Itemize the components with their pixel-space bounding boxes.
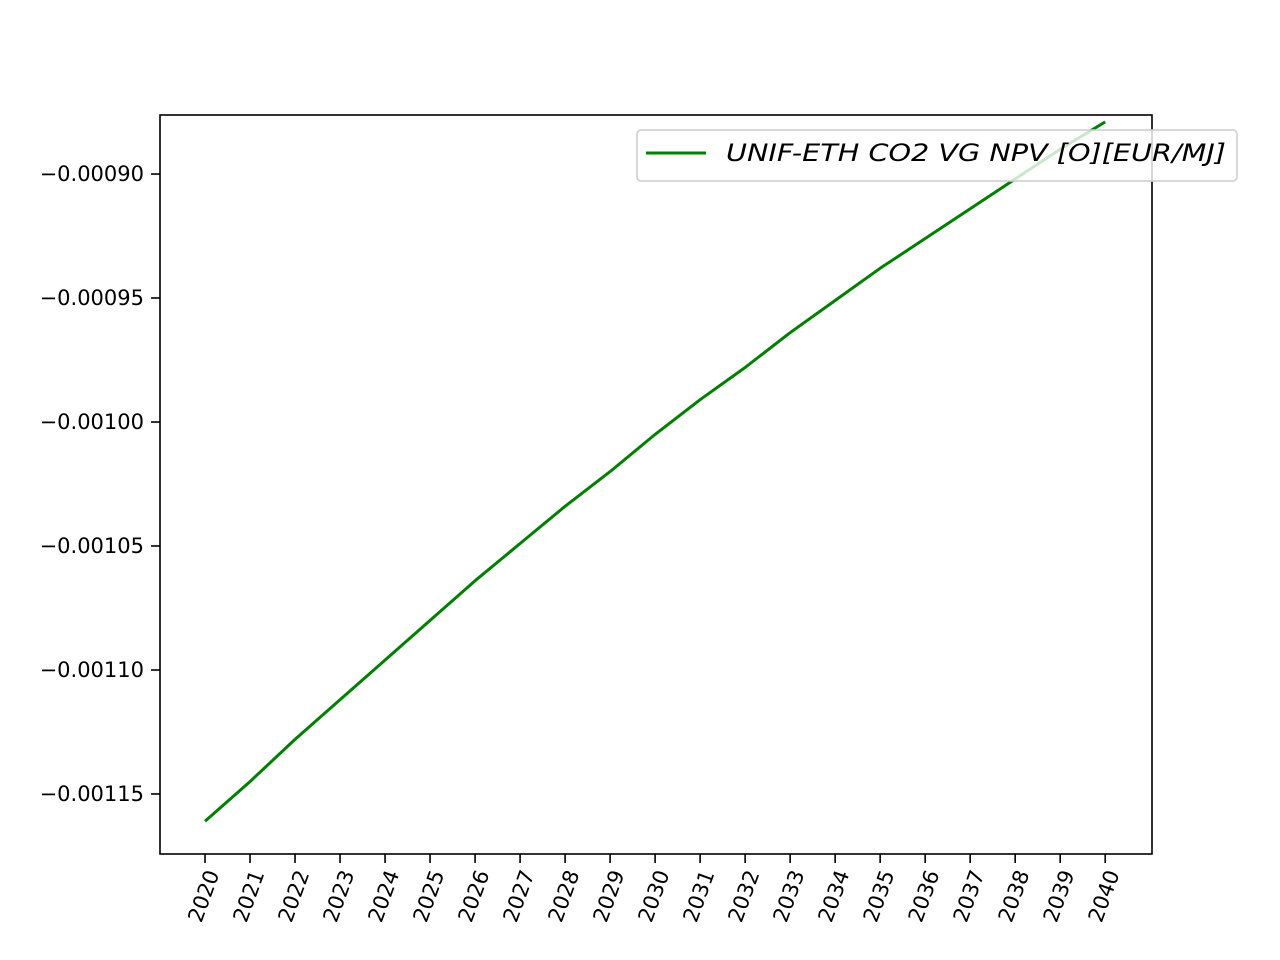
x-tick-label: 2031 xyxy=(679,867,720,925)
x-tick-label: 2028 xyxy=(544,867,585,925)
y-axis: −0.00115 −0.00110 −0.00105 −0.00100 −0.00095… xyxy=(40,162,160,806)
x-tick-label: 2023 xyxy=(318,867,359,925)
x-tick-label: 2024 xyxy=(363,867,404,925)
x-tick-label: 2034 xyxy=(814,867,855,925)
y-tick-label: −0.00115 xyxy=(40,782,144,806)
series-line xyxy=(204,120,1106,823)
x-tick-label: 2026 xyxy=(454,867,495,925)
x-tick-label: 2020 xyxy=(183,867,224,925)
legend-box xyxy=(636,129,1238,182)
series-layer xyxy=(204,120,1106,823)
y-tick-label: −0.00100 xyxy=(40,410,144,434)
x-tick-label: 2027 xyxy=(499,867,540,925)
x-tick-label: 2029 xyxy=(589,867,630,925)
x-tick-label: 2030 xyxy=(634,867,675,925)
x-tick-label: 2033 xyxy=(769,867,810,925)
plot-area xyxy=(160,115,1152,854)
y-tick-label: −0.00110 xyxy=(40,658,144,682)
y-tick-label: −0.00090 xyxy=(40,162,144,186)
x-tick-label: 2039 xyxy=(1039,867,1080,925)
legend-label: UNIF-ETH CO2 VG NPV [O][EUR/MJ] xyxy=(726,139,1226,167)
y-tick-label: −0.00095 xyxy=(40,286,144,310)
x-tick-label: 2035 xyxy=(859,867,900,925)
x-tick-label: 2025 xyxy=(408,867,449,925)
x-tick-label: 2036 xyxy=(904,867,945,925)
x-tick-label: 2022 xyxy=(273,867,314,925)
plot-frame xyxy=(159,114,1153,855)
y-tick-label: −0.00105 xyxy=(40,534,144,558)
x-tick-label: 2032 xyxy=(724,867,765,925)
legend: UNIF-ETH CO2 VG NPV [O][EUR/MJ] xyxy=(636,129,1238,182)
x-tick-label: 2040 xyxy=(1084,867,1125,925)
x-tick-label: 2021 xyxy=(228,867,269,925)
x-tick-label: 2037 xyxy=(949,867,990,925)
x-tick-label: 2038 xyxy=(994,867,1035,925)
x-axis: 2020 2021 2022 2023 2024 2025 2026 2027 2028 2029… xyxy=(183,854,1124,925)
